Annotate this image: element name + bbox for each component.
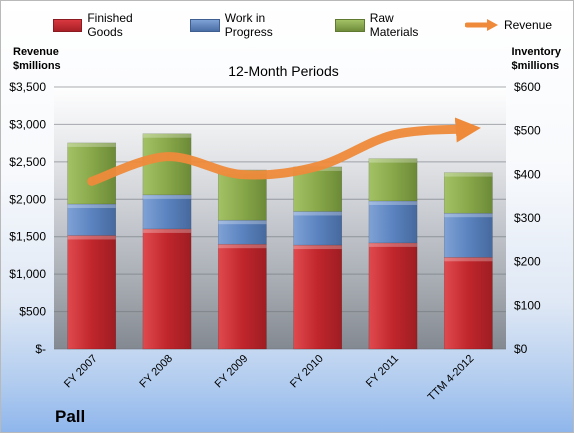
legend-item-work-in-progress: Work in Progress [190, 11, 314, 39]
right-tick-label: $500 [514, 124, 541, 138]
legend-label-finished-goods: Finished Goods [87, 11, 133, 39]
x-tick-label: FY 2008 [137, 353, 175, 391]
bar-finished-goods [293, 244, 343, 350]
bar-work-in-progress-top [67, 204, 116, 209]
legend-label-raw-materials: Raw Materials [369, 11, 419, 39]
bar-work-in-progress-top [218, 220, 267, 225]
left-tick-label: $3,000 [9, 117, 46, 131]
bar-raw-materials-top [67, 142, 116, 147]
right-tick-label: $200 [514, 255, 541, 269]
company-name: Pall [55, 407, 86, 426]
left-tick-label: $- [35, 342, 46, 356]
x-tick-label: FY 2010 [288, 353, 326, 391]
revenue-line [87, 117, 481, 186]
right-axis-title: Inventory $millions [511, 45, 561, 73]
legend-item-raw-materials: Raw Materials [335, 11, 444, 39]
bar-raw-materials [443, 172, 493, 214]
bar-raw-materials [368, 158, 418, 202]
x-tick-label: FY 2011 [364, 353, 401, 390]
bar-work-in-progress [293, 211, 343, 246]
bar-finished-goods [443, 257, 493, 350]
bar-raw-materials-top [368, 158, 418, 163]
grid-lines [54, 86, 506, 350]
right-tick-label: $100 [514, 298, 541, 312]
x-tick-label: FY 2007 [62, 353, 100, 391]
legend-item-revenue: Revenue [464, 18, 552, 32]
left-axis-title-line2: $millions [13, 60, 61, 72]
bar-work-in-progress [217, 219, 267, 245]
chart-title: 12-Month Periods [228, 63, 339, 79]
legend-item-finished-goods: Finished Goods [53, 11, 169, 39]
left-tick-label: $2,500 [9, 155, 46, 169]
right-tick-label: $400 [514, 167, 541, 181]
right-tick-label: $300 [514, 211, 541, 225]
bar-work-in-progress [142, 194, 192, 230]
x-tick-label: FY 2009 [213, 353, 251, 391]
bar-finished-goods [368, 242, 418, 350]
bar-finished-goods-top [368, 242, 418, 247]
bar-finished-goods [142, 228, 192, 350]
legend-swatch-raw-materials [335, 18, 365, 32]
legend-label-revenue: Revenue [503, 18, 552, 32]
left-tick-label: $1,000 [9, 267, 46, 281]
left-tick-label: $500 [19, 305, 46, 319]
legend-label-work-in-progress: Work in Progress [224, 11, 273, 39]
left-tick-label: $2,000 [9, 192, 46, 206]
bar-finished-goods-top [444, 257, 493, 262]
bar-finished-goods [67, 235, 117, 350]
left-tick-label: $3,500 [9, 80, 46, 94]
right-tick-label: $0 [514, 342, 528, 356]
legend-swatch-finished-goods [53, 18, 83, 32]
right-axis-ticks: $0 $100 $200 $300 $400 $500 $600 [514, 80, 541, 356]
bar-work-in-progress-top [142, 194, 192, 199]
legend-swatch-work-in-progress [190, 18, 220, 32]
left-tick-label: $1,500 [9, 230, 46, 244]
bar-finished-goods-top [67, 235, 116, 240]
bar-work-in-progress-top [368, 200, 418, 205]
bar-finished-goods [217, 243, 267, 350]
right-axis-title-line2: $millions [511, 60, 560, 72]
left-axis-title-line1: Revenue [13, 46, 59, 58]
bar-finished-goods-top [293, 245, 342, 250]
legend-arrow-icon [464, 19, 498, 31]
left-axis-ticks: $- $500 $1,000 $1,500 $2,000 $2,500 $3,000 $3,5… [9, 80, 46, 356]
bar-finished-goods-top [142, 228, 192, 233]
legend: Finished Goods Work in Progress Raw Mate… [53, 11, 573, 39]
right-axis-title-line1: Inventory [511, 46, 561, 58]
revenue-line-path [87, 117, 481, 186]
bar-raw-materials-top [444, 172, 493, 177]
x-tick-label: TTM 4-2012 [426, 353, 477, 404]
left-axis-title: Revenue $millions [13, 45, 61, 73]
bar-work-in-progress [67, 203, 117, 236]
bar-work-in-progress-top [293, 211, 342, 216]
bar-finished-goods-top [218, 244, 267, 249]
bar-raw-materials-top [142, 133, 192, 138]
bar-raw-materials [142, 133, 192, 196]
bar-work-in-progress [368, 200, 418, 244]
right-tick-label: $600 [514, 80, 541, 94]
bar-work-in-progress-top [444, 213, 493, 218]
bar-work-in-progress [443, 212, 493, 258]
x-axis-ticks: FY 2007 FY 2008 FY 2009 FY 2010 FY 2011 TTM 4… [62, 353, 476, 404]
